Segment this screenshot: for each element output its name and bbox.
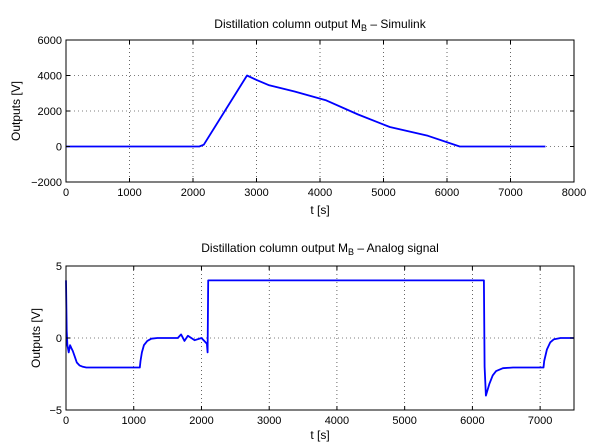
chart-title-subscript: B (361, 23, 367, 33)
chart-title-subscript: B (348, 247, 354, 257)
chart-title-main: Distillation column output M (201, 241, 348, 255)
x-tick-label: 5000 (392, 415, 416, 427)
x-tick-label: 6000 (435, 187, 459, 199)
x-tick-label: 0 (63, 415, 69, 427)
y-axis-label: Outputs [V] (9, 81, 23, 141)
x-tick-label: 2000 (189, 415, 213, 427)
y-axis-label: Outputs [V] (29, 308, 43, 368)
x-tick-label: 8000 (562, 187, 586, 199)
x-tick-label: 3000 (257, 415, 281, 427)
x-tick-label: 0 (63, 187, 69, 199)
x-tick-label: 4000 (308, 187, 332, 199)
series-line (65, 279, 574, 397)
x-tick-label: 1000 (121, 415, 145, 427)
x-tick-label: 7000 (528, 415, 552, 427)
y-tick-label: −2000 (31, 177, 62, 189)
y-tick-label: 0 (56, 333, 62, 345)
y-tick-label: −5 (49, 405, 62, 417)
y-tick-label: 0 (56, 142, 62, 154)
y-tick-label: 2000 (38, 106, 62, 118)
x-tick-label: 2000 (181, 187, 205, 199)
series-line (66, 74, 546, 148)
x-axis-label: t [s] (310, 203, 329, 217)
y-tick-label: 5 (56, 261, 62, 273)
chart-title-suffix: – Analog signal (354, 241, 439, 255)
y-tick-label: 4000 (38, 71, 62, 83)
chart-title: Distillation column output MB – Analog s… (201, 241, 438, 257)
chart-panel-2: 0 1000 2000 3000 4000 5000 6000 7000−505Distill… (29, 241, 575, 442)
x-tick-label: 6000 (460, 415, 484, 427)
chart-title-suffix: – Simulink (367, 17, 427, 31)
x-tick-label: 5000 (371, 187, 395, 199)
chart-title: Distillation column output MB – Simulink (214, 17, 426, 33)
x-tick-label: 1000 (117, 187, 141, 199)
x-axis-label: t [s] (310, 428, 329, 442)
x-tick-label: 3000 (244, 187, 268, 199)
y-tick-label: 6000 (38, 35, 62, 47)
x-tick-label: 4000 (325, 415, 349, 427)
chart-panel-1: 0 1000 2000 3000 4000 5000 6000 7000 8000−200002… (9, 17, 586, 217)
x-tick-label: 7000 (498, 187, 522, 199)
chart-title-main: Distillation column output M (214, 17, 361, 31)
